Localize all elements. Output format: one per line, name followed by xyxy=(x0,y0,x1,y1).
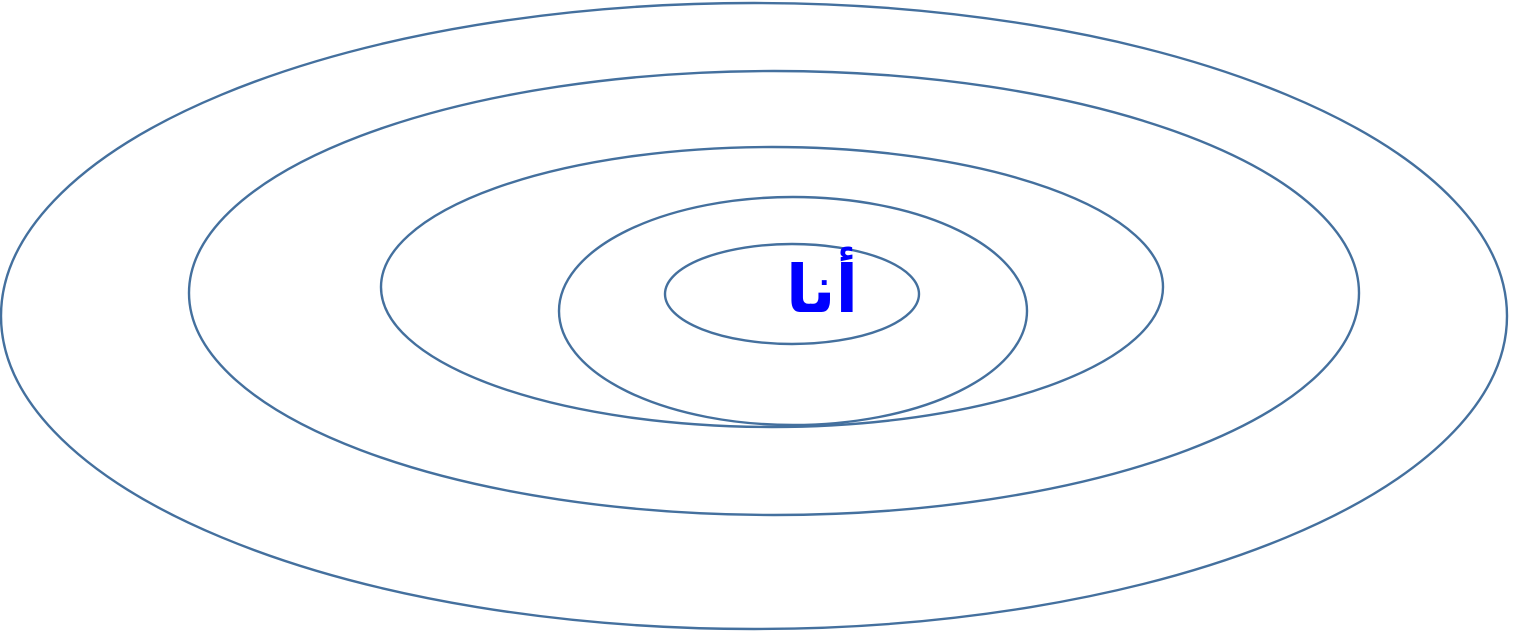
ring-4 xyxy=(187,69,1361,517)
outer-ring-5 xyxy=(0,1,1508,631)
center-label: أنا xyxy=(786,246,858,328)
ring-3 xyxy=(379,145,1165,429)
ring-2 xyxy=(557,195,1029,427)
inner-ring-1 xyxy=(663,242,921,346)
